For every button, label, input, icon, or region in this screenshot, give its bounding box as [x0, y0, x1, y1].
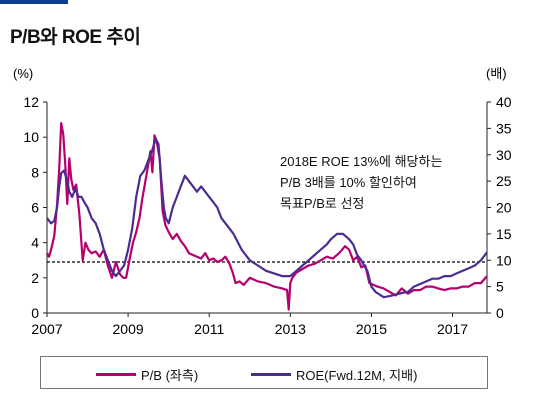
right-axis-tick-label: 30 [496, 147, 512, 163]
chart-legend: P/B (좌측) ROE(Fwd.12M, 지배) [40, 356, 488, 389]
left-axis-tick-label: 10 [23, 129, 39, 145]
x-axis-tick-label: 2013 [275, 321, 306, 337]
left-axis-unit: (%) [13, 66, 33, 81]
right-axis-tick-label: 20 [496, 200, 512, 216]
series-line-roe [46, 137, 488, 299]
right-axis-tick-label: 25 [496, 173, 512, 189]
x-axis-tick-label: 2011 [194, 321, 224, 337]
left-axis-tick-label: 12 [23, 94, 39, 110]
annotation-line-3: 목표P/B로 선정 [280, 196, 365, 211]
x-axis-tick-label: 2015 [356, 321, 387, 337]
legend-swatch-pb [96, 373, 136, 376]
right-axis-tick-label: 35 [496, 120, 512, 136]
chart-title: P/B와 ROE 추이 [10, 27, 141, 48]
x-axis-tick-label: 2007 [31, 321, 62, 337]
right-axis-tick-label: 15 [496, 226, 512, 242]
annotation-line-2: P/B 3배를 10% 할인하여 [280, 175, 417, 190]
legend-label-roe: ROE(Fwd.12M, 지배) [296, 368, 418, 383]
top-accent-bar [0, 0, 68, 4]
right-axis-tick-label: 10 [496, 252, 512, 268]
right-axis-tick-label: 0 [496, 305, 504, 321]
left-axis-tick-label: 0 [31, 305, 39, 321]
x-axis-tick-label: 2017 [437, 321, 468, 337]
legend-label-pb: P/B (좌측) [141, 368, 199, 383]
left-axis-tick-label: 6 [31, 200, 39, 216]
right-axis-tick-label: 40 [496, 94, 512, 110]
right-axis-unit: (배) [486, 66, 507, 81]
x-axis-tick-label: 2009 [113, 321, 144, 337]
legend-swatch-roe [251, 373, 291, 376]
left-axis-tick-label: 4 [31, 235, 39, 251]
left-axis-tick-label: 8 [31, 164, 39, 180]
annotation-line-1: 2018E ROE 13%에 해당하는 [280, 154, 443, 169]
annotation-box: 2018E ROE 13%에 해당하는 P/B 3배를 10% 할인하여 목표P… [280, 151, 442, 214]
right-axis-tick-label: 5 [496, 279, 504, 295]
left-axis-tick-label: 2 [31, 270, 39, 286]
series-line-pb [46, 121, 488, 311]
